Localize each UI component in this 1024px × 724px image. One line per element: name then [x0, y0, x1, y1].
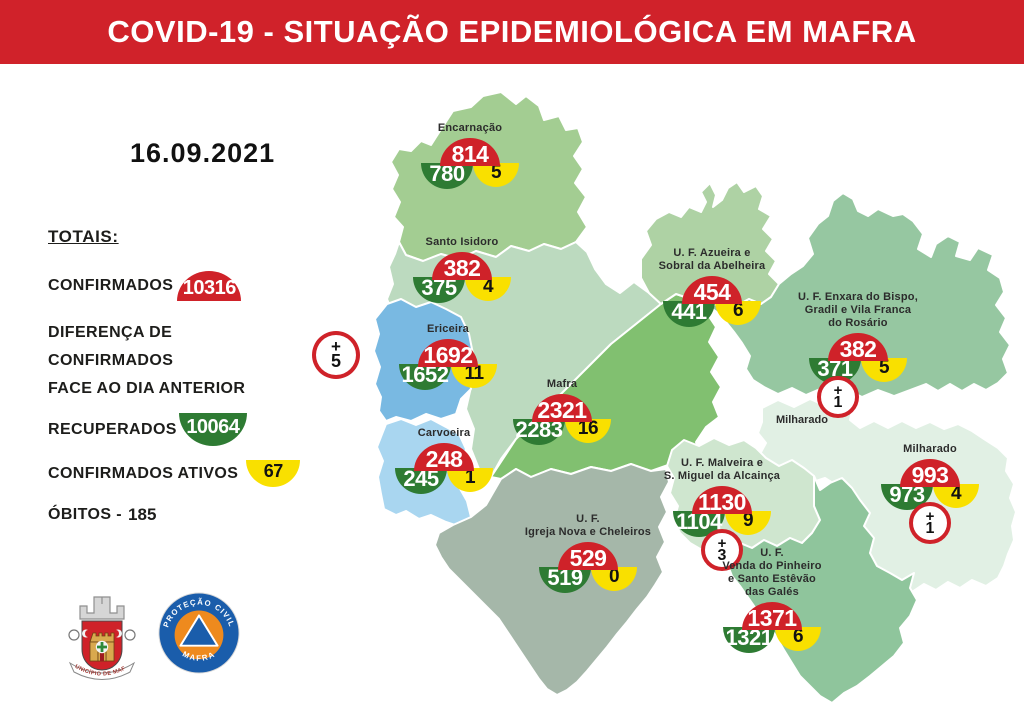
confirmed-badge: 382 [828, 333, 888, 362]
crescent-left [82, 629, 88, 638]
protecao-civil-logo: PROTEÇÃO CIVIL MAFRA [158, 592, 240, 674]
recovered-badge: 375 [413, 275, 465, 303]
confirmed-badge: 248 [414, 443, 474, 472]
region-cluster-igreja-nova-cheleiros: U. F. Igreja Nova e Cheleiros 529 519 0 [513, 513, 663, 593]
confirmed-badge: 1130 [692, 486, 752, 515]
new-cases-value: 1 [925, 519, 935, 537]
difference-label: DIFERENÇA DE CONFIRMADOS FACE AO DIA ANT… [48, 319, 302, 403]
recovered-total-badge: 10064 [178, 413, 247, 446]
confirmed-badge: 1692 [418, 339, 478, 368]
confirmed-badge: 1371 [742, 602, 802, 631]
region-name: Santo Isidoro [425, 236, 499, 248]
header-banner: COVID-19 - SITUAÇÃO EPIDEMIOLÓGICA EM MA… [0, 0, 1024, 64]
recovered-row: RECUPERADOS 10064 [48, 413, 360, 446]
region-name: Carvoeira [417, 427, 471, 439]
banner-ribbon [68, 661, 136, 680]
footer-logos: MUNICÍPIO DE MAFRA PROTEÇÃO CIVIL MAFRA [60, 583, 240, 687]
milharado-west-label: Milharado [776, 414, 828, 426]
confirmed-total-badge: 10316 [177, 271, 242, 301]
confirmed-badge: 814 [440, 138, 500, 167]
region-name: Encarnação [437, 122, 503, 134]
region-cluster-carvoeira: Carvoeira 248 245 1 [369, 427, 519, 494]
new-cases-badge: + 1 [817, 376, 859, 418]
civil-bottom-text: MAFRA [181, 649, 217, 662]
page-title: COVID-19 - SITUAÇÃO EPIDEMIOLÓGICA EM MA… [107, 14, 917, 49]
region-cluster-encarnacao: Encarnação 814 780 5 [395, 122, 545, 189]
report-date: 16.09.2021 [130, 138, 276, 168]
deaths-row: ÓBITOS - 185 [48, 505, 360, 525]
region-name: U. F. Malveira e S. Miguel da Alcainça [663, 457, 781, 482]
plus-sign: + [717, 534, 727, 552]
map-region-enxara-gradil-rosario [709, 192, 1011, 398]
active-total-badge: 67 [246, 460, 301, 487]
castle-door [100, 652, 104, 661]
region-name: Mafra [546, 378, 578, 390]
region-cluster-mafra: Mafra 2321 2283 16 [487, 378, 637, 445]
recovered-label: RECUPERADOS [48, 420, 177, 438]
castle-battlement [89, 632, 115, 643]
mural-crown [79, 596, 125, 620]
mafra-coat-of-arms: MUNICÍPIO DE MAFRA [60, 583, 136, 680]
region-cluster-azueira-sobral: U. F. Azueira e Sobral da Abelheira 454 … [637, 247, 787, 327]
plus-sign: + [331, 337, 341, 356]
difference-label-line1: DIFERENÇA DE CONFIRMADOS [48, 324, 174, 369]
green-cross [97, 642, 107, 652]
region-cluster-santo-isidoro: Santo Isidoro 382 375 4 [387, 236, 537, 303]
scroll-right [124, 629, 136, 641]
active-label: CONFIRMADOS ATIVOS [48, 464, 239, 482]
confirmed-badge: 529 [558, 542, 618, 571]
new-cases-value: 3 [717, 546, 727, 564]
region-cluster-malveira-alcainca: U. F. Malveira e S. Miguel da Alcainça 1… [647, 457, 797, 571]
region-cluster-enxara-gradil-rosario: U. F. Enxara do Bispo, Gradil e Vila Fra… [783, 291, 933, 418]
confirmed-badge: 2321 [532, 394, 592, 423]
region-name: U. F. Igreja Nova e Cheleiros [524, 513, 652, 538]
map-region-venda-pinheiro-gales [726, 475, 918, 704]
new-cases-total-value: 5 [331, 351, 342, 371]
region-name: Milharado [903, 443, 957, 455]
region-name: Ericeira [427, 323, 469, 335]
deaths-value: 185 [128, 505, 157, 524]
region-cluster-milharado: Milharado 993 973 4 + 1 [855, 443, 1005, 544]
difference-row: DIFERENÇA DE CONFIRMADOS FACE AO DIA ANT… [48, 319, 360, 403]
new-cases-badge: + 3 [701, 529, 743, 571]
new-cases-total-badge: + 5 [312, 331, 360, 379]
new-cases-badge: + 1 [909, 502, 951, 544]
confirmed-badge: 993 [900, 459, 960, 488]
region-cluster-ericeira: Ericeira 1692 1652 11 [373, 323, 523, 390]
new-cases-value: 1 [833, 393, 843, 411]
confirmed-label: CONFIRMADOS [48, 277, 174, 294]
confirmed-row: CONFIRMADOS 10316 [48, 271, 360, 301]
difference-label-line2: FACE AO DIA ANTERIOR [48, 380, 246, 397]
recovered-badge: 2283 [513, 417, 565, 445]
plus-sign: + [925, 507, 935, 525]
plus-sign: + [833, 381, 843, 399]
crescent-right [116, 629, 122, 638]
region-name: U. F. Azueira e Sobral da Abelheira [658, 247, 766, 272]
region-cluster-venda-pinheiro-gales: U. F. Venda do Pinheiro e Santo Estêvão … [697, 547, 847, 653]
confirmed-badge: 382 [432, 252, 492, 281]
civil-triangle [179, 614, 219, 647]
active-row: CONFIRMADOS ATIVOS 67 [48, 460, 360, 487]
scroll-left [68, 629, 80, 641]
confirmed-badge: 454 [682, 276, 742, 305]
totals-panel: 16.09.2021 TOTAIS: CONFIRMADOS 10316 DIF… [48, 138, 360, 525]
totals-heading: TOTAIS: [48, 227, 119, 246]
deaths-label: ÓBITOS - [48, 506, 123, 523]
region-name: U. F. Venda do Pinheiro e Santo Estêvão … [722, 547, 822, 598]
region-name: U. F. Enxara do Bispo, Gradil e Vila Fra… [798, 291, 918, 329]
